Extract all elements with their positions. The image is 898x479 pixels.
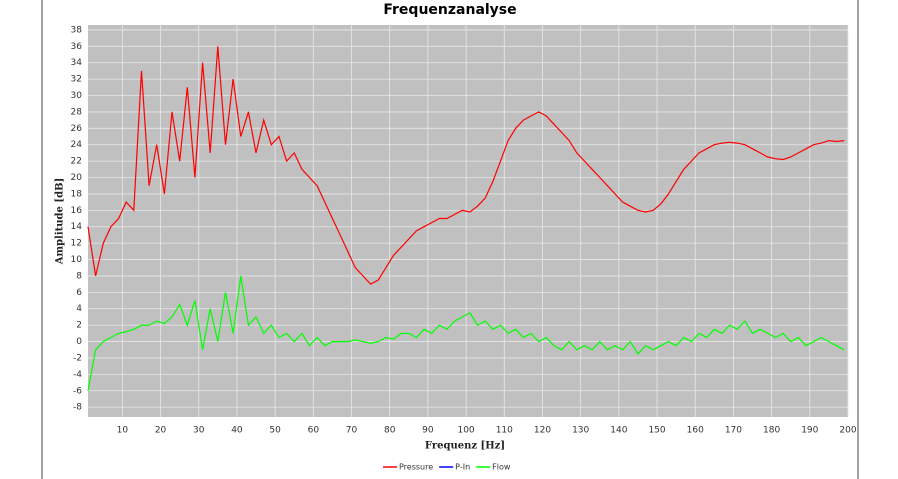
y-tick-label: 22 bbox=[71, 157, 82, 167]
y-tick-label: -4 bbox=[73, 370, 82, 380]
x-tick-label: 90 bbox=[422, 426, 434, 436]
y-tick-label: 34 bbox=[71, 58, 83, 68]
y-tick-label: 10 bbox=[71, 255, 83, 265]
y-tick-label: 32 bbox=[71, 75, 82, 85]
y-tick-label: 4 bbox=[76, 304, 82, 314]
chart-title: Frequenzanalyse bbox=[383, 2, 516, 18]
x-tick-label: 190 bbox=[801, 426, 818, 436]
y-tick-label: 28 bbox=[71, 107, 83, 117]
x-tick-label: 150 bbox=[648, 426, 665, 436]
x-tick-label: 50 bbox=[269, 426, 281, 436]
x-tick-label: 70 bbox=[346, 426, 358, 436]
y-tick-label: 12 bbox=[71, 239, 82, 249]
y-tick-label: 26 bbox=[71, 124, 83, 134]
y-tick-label: 0 bbox=[76, 337, 82, 347]
series-line bbox=[87, 275, 845, 391]
legend-label: Flow bbox=[492, 463, 511, 472]
legend: Pressure P-In Flow bbox=[383, 463, 511, 472]
y-tick-label: 8 bbox=[76, 271, 82, 281]
y-tick-label: 36 bbox=[71, 42, 83, 52]
x-tick-label: 120 bbox=[534, 426, 551, 436]
y-tick-label: -2 bbox=[73, 353, 82, 363]
y-tick-label: 38 bbox=[71, 25, 83, 35]
series-line bbox=[87, 46, 845, 285]
x-tick-label: 30 bbox=[193, 426, 205, 436]
y-tick-label: 16 bbox=[71, 206, 83, 216]
y-tick-label: 14 bbox=[71, 222, 83, 232]
x-axis-label: Frequenz [Hz] bbox=[425, 441, 505, 452]
legend-label: Pressure bbox=[399, 463, 433, 472]
y-axis-label: Amplitude [dB] bbox=[55, 178, 66, 266]
x-tick-label: 170 bbox=[725, 426, 742, 436]
y-tick-label: 6 bbox=[76, 288, 82, 298]
y-tick-label: -8 bbox=[73, 403, 82, 413]
y-tick-label: 30 bbox=[71, 91, 83, 101]
x-tick-label: 10 bbox=[117, 426, 129, 436]
x-tick-label: 130 bbox=[572, 426, 589, 436]
y-tick-label: -6 bbox=[73, 386, 82, 396]
legend-label: P-In bbox=[455, 463, 470, 472]
x-tick-label: 110 bbox=[496, 426, 513, 436]
y-tick-label: 2 bbox=[76, 321, 82, 331]
x-tick-label: 160 bbox=[687, 426, 704, 436]
x-tick-label: 80 bbox=[384, 426, 396, 436]
x-tick-label: 40 bbox=[231, 426, 243, 436]
x-tick-label: 180 bbox=[763, 426, 780, 436]
x-tick-label: 20 bbox=[155, 426, 167, 436]
x-tick-label: 140 bbox=[610, 426, 627, 436]
y-tick-label: 18 bbox=[71, 189, 83, 199]
x-tick-label: 60 bbox=[308, 426, 320, 436]
y-tick-label: 24 bbox=[71, 140, 83, 150]
x-tick-label: 100 bbox=[457, 426, 474, 436]
y-tick-label: 20 bbox=[71, 173, 83, 183]
x-tick-label: 200 bbox=[839, 426, 856, 436]
